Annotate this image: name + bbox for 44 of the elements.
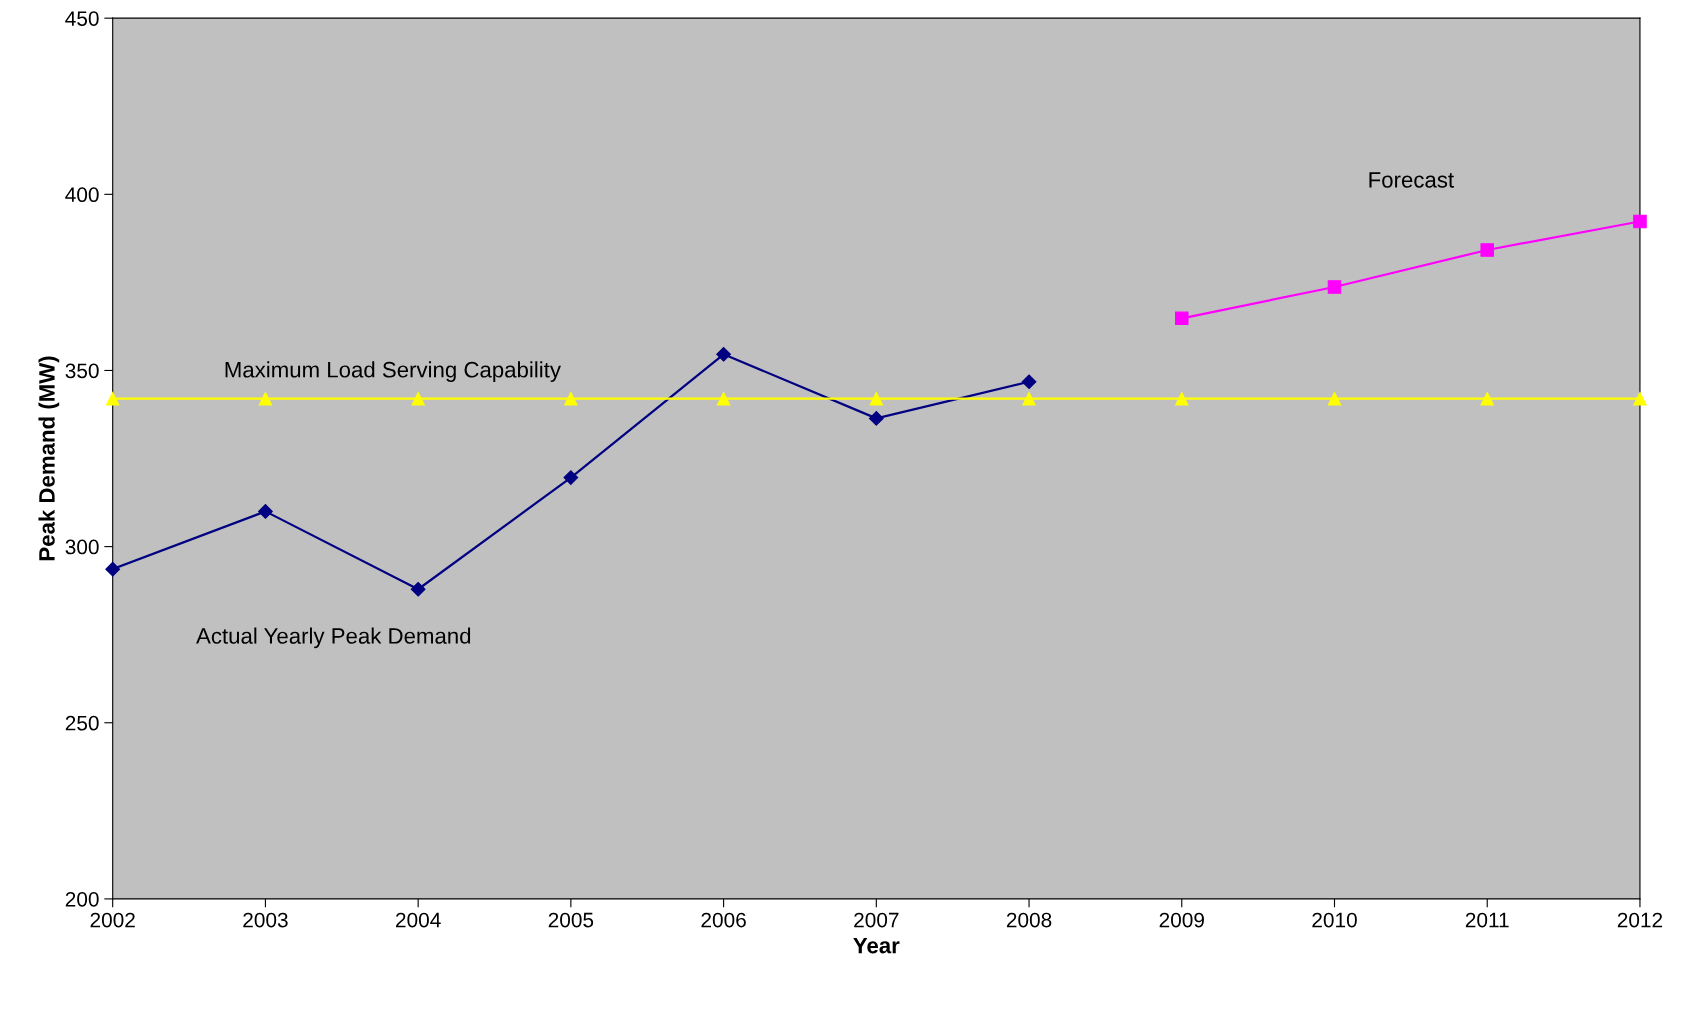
point [105, 561, 121, 577]
point [258, 391, 273, 406]
x-tick-label: 2006 [701, 912, 746, 928]
point [1327, 280, 1342, 294]
x-tick-label: 2008 [1006, 912, 1052, 928]
x-tick-label: 2005 [548, 912, 594, 928]
point [411, 391, 425, 406]
x-tick-label: 2012 [1617, 912, 1663, 928]
point [1175, 311, 1189, 326]
y-tick-label: 450 [65, 11, 99, 26]
point [1022, 391, 1036, 406]
x-axis-title: Year [853, 937, 900, 954]
x-tick-label: 2009 [1159, 912, 1204, 928]
point [1327, 391, 1342, 406]
series-label: Maximum Load Serving Capability [225, 361, 561, 382]
x-tick-label: 2010 [1312, 912, 1357, 928]
y-tick-label: 400 [65, 187, 99, 203]
point [105, 391, 120, 406]
text: Forecast [1369, 172, 1454, 188]
x-tick-label: 2004 [396, 912, 441, 928]
point [1175, 391, 1189, 406]
point [563, 470, 579, 485]
text: Actual Yearly Peak Demand [196, 627, 471, 649]
x-tick-label: 2002 [90, 912, 135, 928]
y-tick-label: 200 [65, 891, 99, 907]
y-tick-label: 300 [65, 539, 99, 555]
point [716, 346, 731, 362]
point [868, 410, 884, 426]
point [869, 391, 884, 406]
point [716, 391, 731, 406]
point [1480, 243, 1494, 257]
point [1633, 214, 1647, 229]
point [1633, 391, 1647, 406]
y-tick-label: 250 [65, 715, 99, 731]
point [258, 503, 273, 519]
y-axis-title: Peak Demand (MW) [38, 356, 60, 561]
x-tick-label: 2011 [1465, 912, 1509, 928]
x-tick-label: 2003 [243, 912, 288, 928]
y-tick-label: 350 [65, 363, 99, 379]
x-tick-label: 2007 [854, 912, 899, 928]
point [564, 391, 578, 406]
point [410, 581, 426, 597]
point [1480, 391, 1494, 406]
point [1021, 374, 1037, 390]
